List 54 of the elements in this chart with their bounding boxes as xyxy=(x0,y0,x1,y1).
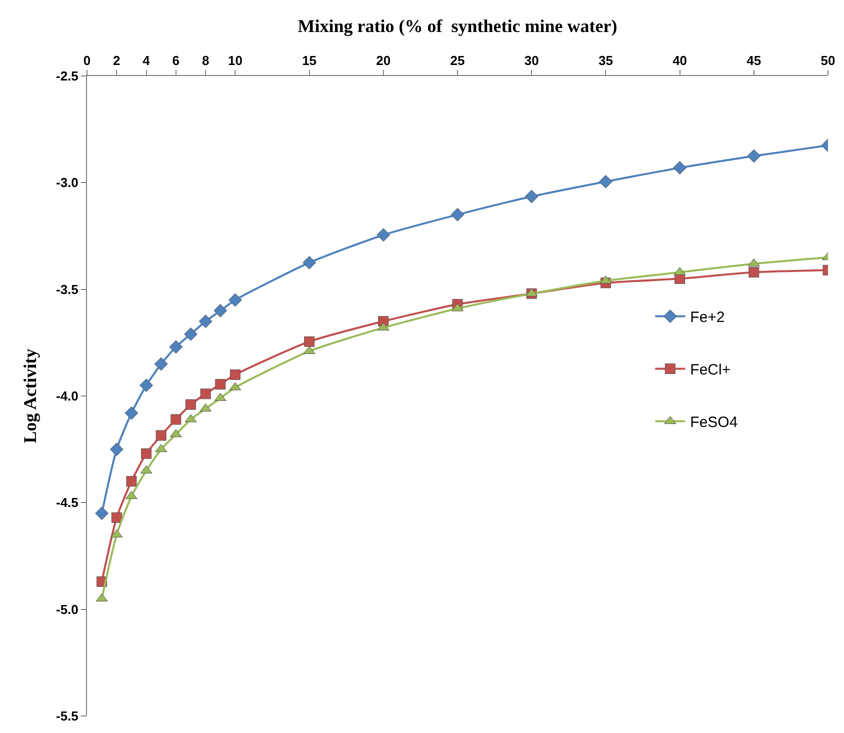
point xyxy=(376,228,390,242)
x-tick-label: 10 xyxy=(228,52,242,68)
point xyxy=(228,293,242,307)
point xyxy=(169,340,183,354)
x-tick-label: 6 xyxy=(172,52,180,68)
x-tick-label: 20 xyxy=(376,52,391,68)
point xyxy=(156,430,166,441)
legend-label: FeCl+ xyxy=(690,362,731,379)
y-tick-label: -2.5 xyxy=(56,68,78,84)
point xyxy=(141,448,152,459)
x-axis-title: Mixing ratio (% of synthetic mine water) xyxy=(298,16,618,36)
legend-label: Fe+2 xyxy=(690,309,725,326)
point xyxy=(200,388,211,400)
point xyxy=(110,442,124,456)
point xyxy=(747,149,761,163)
x-tick-label: 45 xyxy=(746,52,762,68)
x-tick-label: 2 xyxy=(113,52,120,68)
x-tick-label: 40 xyxy=(672,52,688,68)
point xyxy=(95,506,109,520)
point xyxy=(214,304,228,318)
point xyxy=(673,160,687,174)
x-tick-label: 50 xyxy=(820,52,836,68)
x-tick-label: 4 xyxy=(142,52,151,68)
point xyxy=(524,190,538,204)
point xyxy=(450,208,464,222)
y-tick-label: -3.5 xyxy=(56,282,78,297)
point xyxy=(184,327,198,341)
x-tick-label: 15 xyxy=(302,52,317,68)
x-tick-label: 25 xyxy=(450,52,465,68)
y-tick-label: -3.0 xyxy=(56,175,78,190)
x-tick-label: 30 xyxy=(524,52,539,68)
y-tick-label: -5.0 xyxy=(56,602,78,617)
point xyxy=(126,476,137,487)
y-tick-label: -4.5 xyxy=(56,495,78,510)
point xyxy=(198,314,212,328)
legend-label: FeSO4 xyxy=(690,414,738,432)
point xyxy=(111,512,122,523)
x-tick-label: 35 xyxy=(598,52,613,68)
point xyxy=(170,414,182,425)
point xyxy=(154,357,168,371)
point xyxy=(124,406,138,420)
point xyxy=(748,267,760,278)
point xyxy=(185,399,196,410)
x-tick-label: 8 xyxy=(202,52,210,68)
point xyxy=(215,379,226,390)
point xyxy=(302,256,316,270)
point xyxy=(230,369,240,380)
point xyxy=(304,336,315,347)
x-tick-label: 0 xyxy=(83,52,91,68)
y-tick-label: -4.0 xyxy=(56,388,78,404)
y-axis-title: Log Activity xyxy=(20,348,40,444)
point xyxy=(140,378,154,392)
point xyxy=(598,174,612,188)
y-tick-label: -5.5 xyxy=(56,708,78,724)
